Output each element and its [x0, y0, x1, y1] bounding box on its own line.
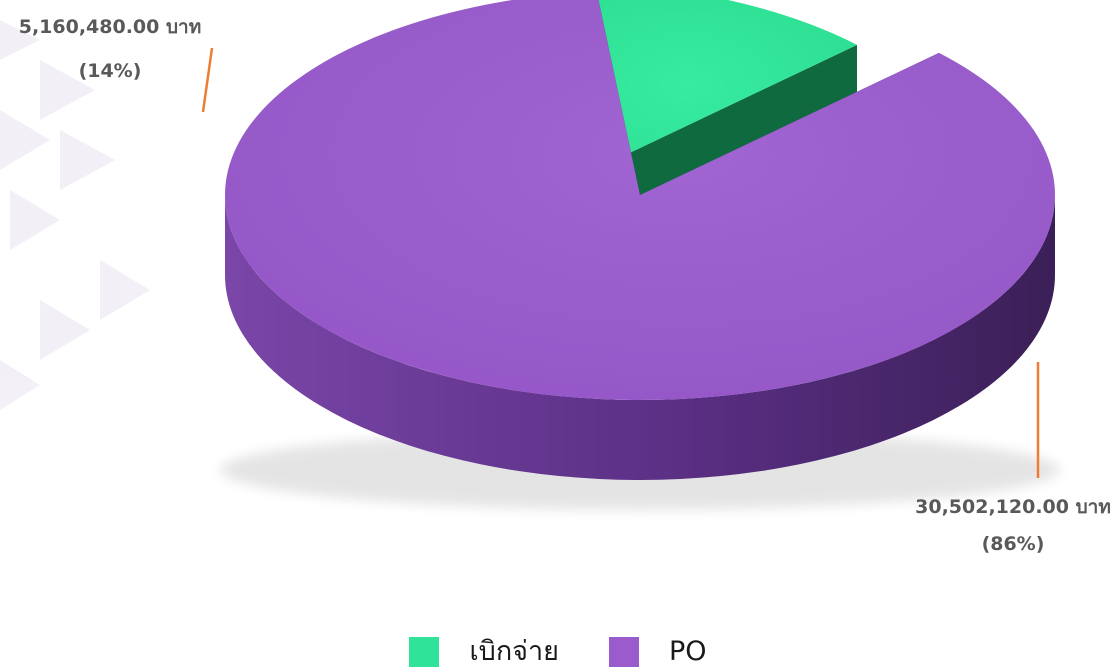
legend-item-disbursement: เบิกจ่าย — [409, 637, 559, 667]
leader-line-slice-disbursement — [201, 47, 214, 113]
data-label-value-slice-disbursement: 5,160,480.00 บาท — [19, 16, 202, 38]
slice-po — [225, 0, 1055, 480]
legend-label-disbursement: เบิกจ่าย — [469, 636, 559, 667]
legend-label-po: PO — [668, 636, 707, 667]
data-label-percent-slice-po: (86%) — [982, 533, 1045, 555]
slice-po-side — [225, 195, 1055, 480]
data-label-percent-slice-disbursement: (14%) — [79, 60, 142, 82]
slice-po-top — [225, 0, 1055, 400]
legend-item-po: PO — [608, 636, 707, 667]
data-label-value-slice-po: 30,502,120.00 บาท — [915, 496, 1111, 518]
legend-swatch-po — [608, 637, 639, 667]
legend-swatch-disbursement — [409, 637, 440, 667]
chart-legend: เบิกจ่าย PO — [0, 632, 1116, 672]
